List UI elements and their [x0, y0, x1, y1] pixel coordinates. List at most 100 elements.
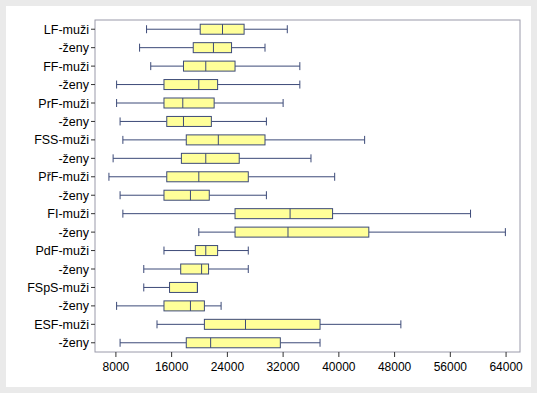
whisker-low — [120, 121, 167, 122]
boxes — [109, 24, 505, 348]
median — [201, 264, 202, 274]
y-tick — [91, 66, 95, 67]
x-tick — [338, 352, 339, 357]
y-tick — [91, 213, 95, 214]
whisker-cap-high — [320, 339, 321, 347]
box — [170, 282, 198, 292]
y-tick — [91, 176, 95, 177]
whisker-cap-low — [157, 320, 158, 328]
whisker-cap-high — [265, 44, 266, 52]
box — [195, 246, 217, 256]
plot-frame — [95, 20, 520, 352]
whisker-low — [117, 103, 164, 104]
whisker-cap-high — [283, 99, 284, 107]
whisker-high — [369, 232, 506, 233]
whisker-high — [320, 324, 401, 325]
box — [164, 301, 204, 311]
whisker-cap-high — [197, 283, 198, 291]
whisker-low — [140, 47, 194, 48]
whisker-low — [123, 139, 186, 140]
box — [186, 338, 280, 348]
whisker-cap-low — [139, 44, 140, 52]
x-tick-label: 16000 — [155, 360, 189, 374]
category-label: PrF-muži — [38, 97, 89, 111]
y-tick — [91, 324, 95, 325]
median — [197, 282, 198, 292]
category-label: -ženy — [58, 78, 89, 92]
whisker-cap-low — [108, 173, 109, 181]
median — [205, 246, 206, 256]
whisker-cap-low — [198, 228, 199, 236]
box — [235, 227, 369, 237]
whisker-low — [117, 84, 164, 85]
y-tick — [91, 269, 95, 270]
category-label: FSpS-muži — [27, 281, 89, 295]
box — [200, 24, 244, 34]
median — [183, 116, 184, 126]
category-label: -ženy — [58, 115, 89, 129]
category-label: -ženy — [58, 263, 89, 277]
box — [164, 80, 218, 90]
x-tick-label: 64000 — [489, 360, 523, 374]
y-tick — [91, 342, 95, 343]
background — [0, 0, 537, 393]
whisker-cap-low — [120, 339, 121, 347]
whisker-cap-high — [221, 302, 222, 310]
box — [181, 153, 239, 163]
whisker-low — [120, 342, 186, 343]
median — [205, 153, 206, 163]
box — [183, 61, 235, 71]
x-tick — [171, 352, 172, 357]
whisker-high — [235, 66, 300, 67]
whisker-low — [113, 158, 181, 159]
box — [235, 209, 333, 219]
whisker-high — [280, 342, 320, 343]
whisker-low — [199, 232, 235, 233]
y-tick — [91, 305, 95, 306]
y-tick — [91, 29, 95, 30]
whisker-cap-low — [146, 25, 147, 33]
category-label: ESF-muži — [34, 318, 89, 332]
median — [222, 24, 223, 34]
whisker-cap-high — [505, 228, 506, 236]
whisker-cap-high — [266, 117, 267, 125]
whisker-high — [209, 269, 249, 270]
whisker-low — [157, 324, 204, 325]
whisker-cap-high — [299, 81, 300, 89]
whisker-high — [232, 47, 265, 48]
y-tick — [91, 103, 95, 104]
whisker-high — [204, 305, 221, 306]
box — [186, 135, 265, 145]
y-tick — [91, 250, 95, 251]
whisker-high — [265, 139, 365, 140]
box — [167, 172, 249, 182]
box — [164, 190, 209, 200]
y-tick — [91, 287, 95, 288]
x-tick — [115, 352, 116, 357]
whisker-cap-high — [248, 247, 249, 255]
median — [245, 319, 246, 329]
y-tick — [91, 139, 95, 140]
y-tick — [91, 195, 95, 196]
category-label: -ženy — [58, 226, 89, 240]
whisker-high — [214, 103, 283, 104]
whisker-high — [218, 250, 249, 251]
median — [182, 98, 183, 108]
whisker-cap-low — [116, 302, 117, 310]
x-tick-label: 32000 — [266, 360, 300, 374]
category-label: PřF-muži — [38, 170, 89, 184]
whisker-cap-high — [334, 173, 335, 181]
box — [193, 43, 231, 53]
median — [205, 61, 206, 71]
category-label: -ženy — [58, 152, 89, 166]
x-tick — [394, 352, 395, 357]
chart: 800016000240003200040000480005600064000L… — [0, 0, 537, 393]
box — [164, 98, 214, 108]
whisker-high — [244, 29, 287, 30]
whisker-cap-high — [248, 265, 249, 273]
median — [198, 80, 199, 90]
x-tick-label: 40000 — [322, 360, 356, 374]
x-tick — [283, 352, 284, 357]
category-label: PdF-muži — [36, 244, 89, 258]
whisker-low — [151, 66, 184, 67]
